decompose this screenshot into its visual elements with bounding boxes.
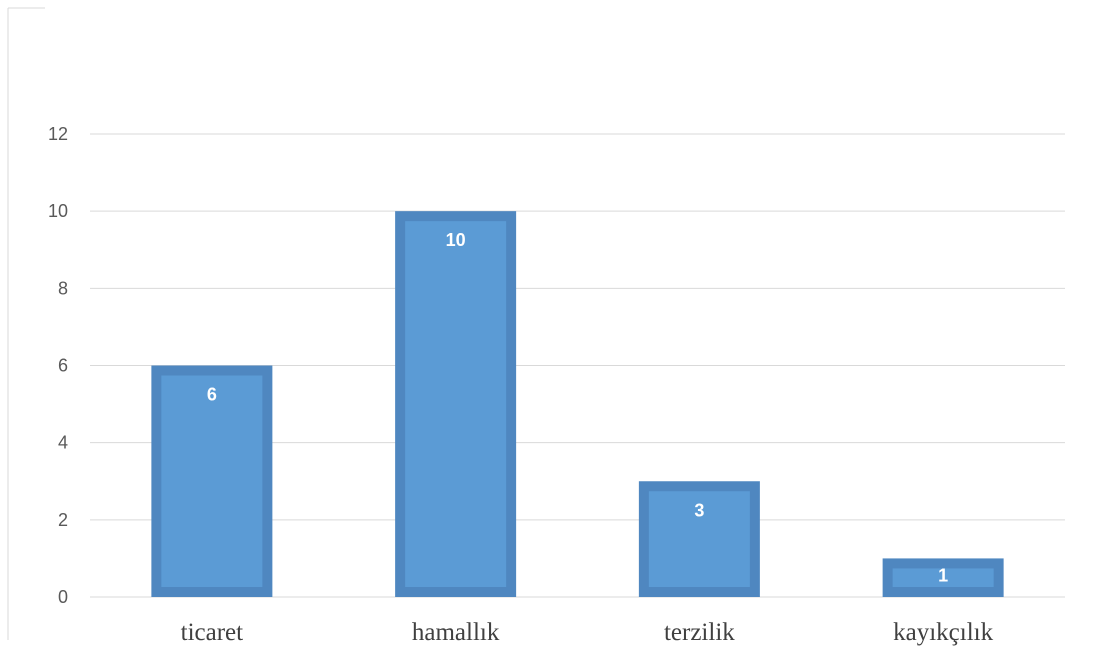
y-tick-label: 8 bbox=[58, 278, 68, 298]
x-tick-label: kayıkçılık bbox=[893, 619, 993, 646]
bar-data-label: 10 bbox=[446, 230, 466, 250]
bar-fill-4 bbox=[892, 568, 994, 587]
y-tick-label: 6 bbox=[58, 356, 68, 376]
bar-data-label: 1 bbox=[938, 565, 948, 585]
x-axis-ticks: ticaret hamallık terzilik kayıkçılık bbox=[181, 619, 994, 646]
bars bbox=[151, 211, 1004, 597]
y-tick-label: 4 bbox=[58, 433, 68, 453]
x-tick-label: terzilik bbox=[664, 619, 735, 646]
y-axis-ticks: 0 2 4 6 8 10 12 bbox=[48, 124, 68, 607]
x-tick-label: ticaret bbox=[181, 619, 244, 646]
bar-fill-2 bbox=[405, 221, 507, 587]
y-tick-label: 10 bbox=[48, 201, 68, 221]
y-tick-label: 0 bbox=[58, 587, 68, 607]
y-tick-label: 2 bbox=[58, 510, 68, 530]
bar-data-label: 3 bbox=[694, 500, 704, 520]
chart-frame-lines bbox=[7, 7, 45, 640]
bar-fill-1 bbox=[161, 375, 263, 587]
bar-fill-3 bbox=[648, 491, 750, 587]
bar-data-label: 6 bbox=[207, 385, 217, 405]
x-tick-label: hamallık bbox=[412, 619, 500, 646]
bar-data-labels: 6 10 3 1 bbox=[207, 230, 948, 585]
y-tick-label: 12 bbox=[48, 124, 68, 144]
